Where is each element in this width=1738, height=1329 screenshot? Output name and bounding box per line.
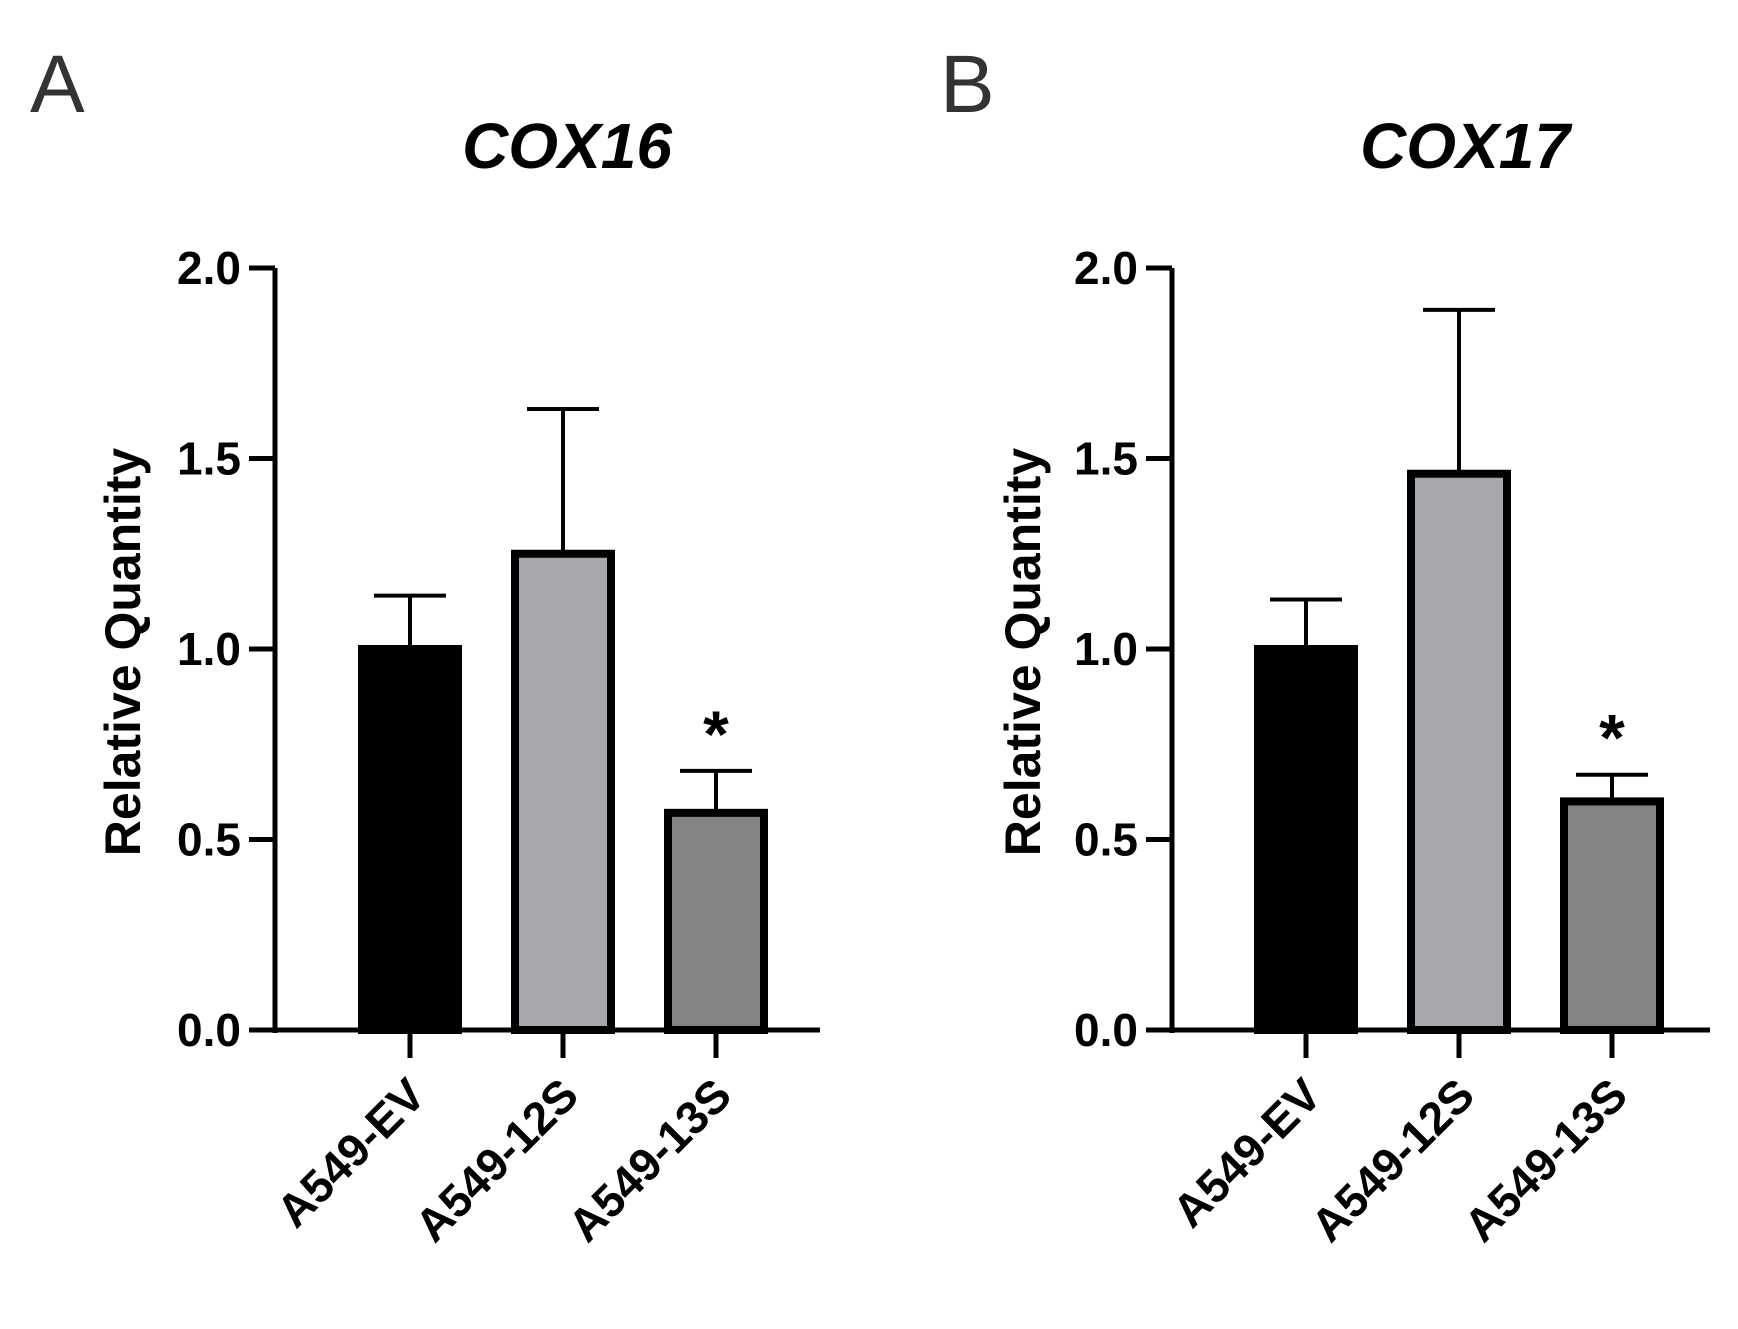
bar-a549-13s [1560, 797, 1664, 1035]
y-tick-label: 0.5 [1074, 814, 1138, 866]
panel-a: A COX16 Relative Quantity 0.0 0.5 1.0 1.5 2.… [30, 39, 820, 1252]
bar-a549-12s [1407, 469, 1511, 1034]
y-tick-label: 0.5 [177, 814, 241, 866]
y-tick-label: 2.0 [177, 242, 241, 294]
x-tick-label: A549-12S [405, 1068, 588, 1251]
bar-a549-12s [511, 549, 615, 1034]
bar-a549-13s [664, 808, 768, 1035]
y-tick-label: 0.0 [1074, 1004, 1138, 1056]
significance-asterisk: * [703, 697, 729, 771]
chart-title: COX16 [462, 110, 672, 182]
panel-b: B COX17 Relative Quantity 0.0 0.5 1.0 1.5 2.… [940, 39, 1710, 1252]
x-tick-label: A549-12S [1301, 1068, 1484, 1251]
bar-a549-ev [1254, 645, 1358, 1034]
y-tick-label: 0.0 [177, 1004, 241, 1056]
x-tick-label: A549-13S [558, 1068, 741, 1251]
y-axis-label: Relative Quantity [995, 448, 1051, 857]
panel-letter: B [940, 39, 995, 130]
significance-asterisk: * [1599, 701, 1625, 775]
y-tick-label: 2.0 [1074, 242, 1138, 294]
y-tick-label: 1.5 [1074, 433, 1138, 485]
y-tick-label: 1.5 [177, 433, 241, 485]
chart-title: COX17 [1360, 110, 1573, 182]
y-axis-label: Relative Quantity [95, 448, 151, 857]
x-tick-label: A549-13S [1454, 1068, 1637, 1251]
y-tick-label: 1.0 [177, 623, 241, 675]
panel-letter: A [30, 39, 85, 130]
y-tick-label: 1.0 [1074, 623, 1138, 675]
bar-a549-ev [358, 645, 462, 1034]
